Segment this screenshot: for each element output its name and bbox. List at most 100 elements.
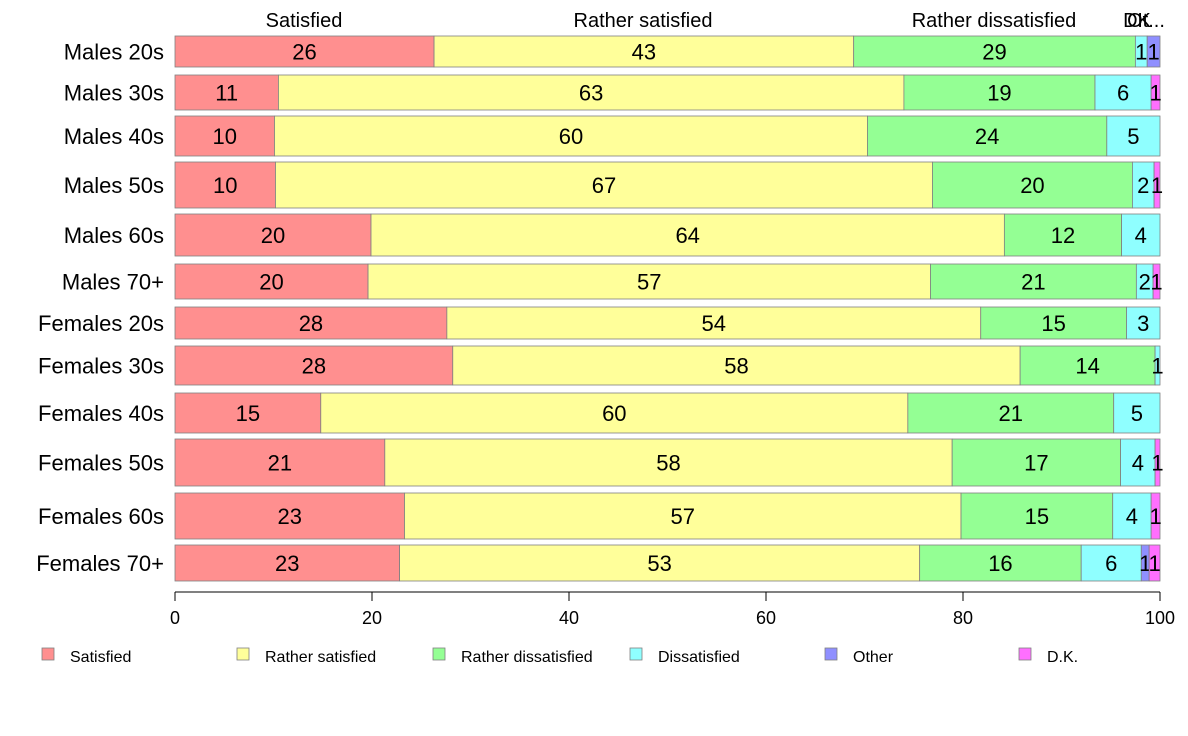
legend-label: Rather dissatisfied [461,649,593,666]
data-label: 23 [275,551,299,576]
legend-swatch [1018,647,1032,661]
legend-label: Satisfied [70,649,131,666]
bar-segment [1019,345,1156,386]
data-label: 16 [988,551,1012,576]
bar-segment [980,306,1127,340]
data-label: 1 [1151,451,1163,476]
category-label: Males 50s [64,173,164,198]
data-label: 3 [1137,311,1149,336]
bar-segment [174,74,279,111]
data-label: 58 [656,451,680,476]
data-label: 17 [1024,451,1048,476]
data-label: 23 [278,504,302,529]
data-label: 5 [1131,401,1143,426]
data-label: 1 [1135,40,1147,65]
bar-segment [174,492,405,540]
data-label: 4 [1132,451,1144,476]
data-label: 24 [975,124,999,149]
legend-label: Other [853,649,894,666]
top-series-label: Rather satisfied [574,10,713,32]
bar-segment [320,392,909,434]
category-label: Males 30s [64,81,164,106]
data-label: 64 [675,223,699,248]
bar-segment [404,492,962,540]
data-label: 21 [999,401,1023,426]
bar-segment [1154,438,1161,487]
legend-swatch [629,647,643,661]
bar-segment [1121,213,1161,257]
data-label: 58 [724,354,748,379]
x-tick-label: 80 [953,608,973,628]
data-label: 20 [259,270,283,295]
data-label: 6 [1117,81,1129,106]
bar-segment [1112,492,1152,540]
data-label: 67 [592,173,616,198]
bar-segment [1120,438,1156,487]
data-label: 26 [292,40,316,65]
data-label: 4 [1126,504,1138,529]
top-series-label: Ot... [1127,10,1165,32]
bar-segment [174,161,276,209]
bar-segment [853,35,1136,68]
legend-swatch [41,647,55,661]
category-label: Females 50s [38,451,164,476]
bar-segment [1113,392,1161,434]
bar-segment [1153,161,1161,209]
bar-segment [370,213,1005,257]
bar-segment [433,35,855,68]
top-series-label: DK [1123,10,1151,32]
bar-segment [274,115,868,157]
legend-label: D.K. [1047,649,1078,666]
data-label: 5 [1127,124,1139,149]
legend-swatch [236,647,250,661]
data-label: 60 [602,401,626,426]
bar-segment [960,492,1114,540]
x-tick-label: 60 [756,608,776,628]
data-label: 57 [671,504,695,529]
bar-segment [932,161,1133,209]
data-label: 15 [1041,311,1065,336]
bar-segment [399,544,921,582]
data-label: 10 [213,124,237,149]
data-label: 1 [1149,504,1161,529]
bars-layer: 26 43 29 1 111 63 19 6 110 60 24 510 67 20 2 120 64 12 420… [174,35,1164,582]
data-label: 21 [268,451,292,476]
data-label: 1 [1149,81,1161,106]
data-label: 20 [261,223,285,248]
data-label: 11 [215,81,238,106]
category-label: Females 60s [38,504,164,529]
category-label: Females 70+ [36,551,164,576]
x-tick-label: 40 [559,608,579,628]
category-label: Females 20s [38,311,164,336]
bar-segment [1152,263,1161,300]
data-label: 43 [632,40,656,65]
data-label: 1 [1150,270,1162,295]
data-label: 63 [579,81,603,106]
bar-segment [1148,544,1161,582]
x-tick-label: 0 [170,608,180,628]
data-label: 57 [637,270,661,295]
bar-segment [1150,492,1161,540]
bar-segment [174,115,275,157]
data-label: 19 [987,81,1011,106]
bar-segment [174,306,448,340]
data-label: 15 [236,401,260,426]
bar-segment [919,544,1082,582]
top-series-label: Rather dissatisfied [912,10,1077,32]
data-label: 6 [1105,551,1117,576]
bar-segment [930,263,1137,300]
data-label: 1 [1147,40,1159,65]
bar-segment [951,438,1121,487]
bar-segment [446,306,982,340]
data-label: 14 [1075,354,1099,379]
bar-segment [907,392,1115,434]
top-series-label: Satisfied [266,10,343,32]
bar-segment [367,263,931,300]
category-label: Females 40s [38,401,164,426]
bar-segment [174,438,386,487]
bar-segment [452,345,1021,386]
data-label: 53 [647,551,671,576]
bar-segment [174,345,454,386]
bar-segment [1126,306,1161,340]
